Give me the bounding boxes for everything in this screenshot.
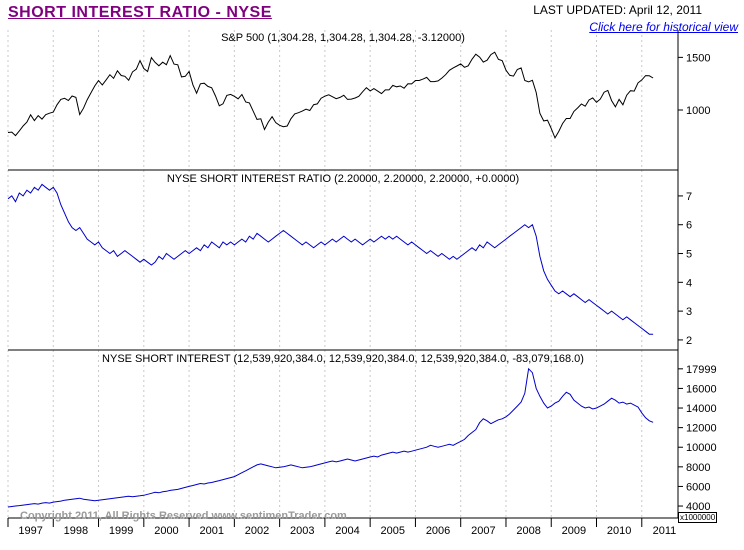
y-axis-label: 4 <box>686 277 692 289</box>
x-axis-label: 2007 <box>471 525 495 537</box>
x-axis-label: 2000 <box>154 525 178 537</box>
x-axis-label: 2005 <box>381 525 405 537</box>
copyright-text: Copyright 2011, All Rights Reserved www.… <box>20 510 347 522</box>
y-axis-label: 16000 <box>686 383 717 395</box>
x-axis-label: 2006 <box>426 525 450 537</box>
x-axis-label: 2011 <box>653 525 677 537</box>
x-axis-label: 1997 <box>18 525 42 537</box>
panel-title-short-interest-ratio: NYSE SHORT INTEREST RATIO (2.20000, 2.20… <box>166 173 520 185</box>
x-axis-label: 2010 <box>607 525 631 537</box>
header-right: LAST UPDATED: April 12, 2011 Click here … <box>533 3 738 36</box>
x-axis-label: 1998 <box>64 525 88 537</box>
last-updated-text: LAST UPDATED: April 12, 2011 <box>533 3 702 17</box>
y-axis-label: 14000 <box>686 403 717 415</box>
y-axis-label: 1000 <box>686 105 710 117</box>
x-axis-label: 2004 <box>335 525 359 537</box>
page-title: SHORT INTEREST RATIO - NYSE <box>8 4 272 21</box>
historical-view-link[interactable]: Click here for historical view <box>589 20 738 34</box>
y-axis-label: 8000 <box>686 462 710 474</box>
y-axis-label: 5 <box>686 249 692 261</box>
panel-title-short-interest: NYSE SHORT INTEREST (12,539,920,384.0, 1… <box>102 353 584 365</box>
x-axis-label: 2001 <box>199 525 223 537</box>
y-axis-label: 10000 <box>686 442 717 454</box>
y-axis-label: 1500 <box>686 52 710 64</box>
x-axis-label: 2009 <box>562 525 586 537</box>
y-axis-label: 6000 <box>686 481 710 493</box>
y-axis-label: 17999 <box>686 364 717 376</box>
x-axis-label: 2003 <box>290 525 314 537</box>
unit-multiplier-label: x1000000 <box>678 512 718 523</box>
x-axis-label: 2002 <box>245 525 269 537</box>
x-axis-label: 1999 <box>109 525 133 537</box>
panel-title-sp500: S&P 500 (1,304.28, 1,304.28, 1,304.28, -… <box>221 32 465 44</box>
y-axis-label: 2 <box>686 335 692 347</box>
y-axis-label: 4000 <box>686 501 710 513</box>
y-axis-label: 12000 <box>686 423 717 435</box>
x-axis-label: 2008 <box>516 525 540 537</box>
y-axis-label: 6 <box>686 220 692 232</box>
series-line-sp500 <box>7 51 654 140</box>
y-axis-label: 7 <box>686 191 692 203</box>
y-axis-label: 3 <box>686 306 692 318</box>
series-line-nyse-short-interest-ratio <box>7 183 654 335</box>
series-line-nyse-short-interest <box>7 367 654 508</box>
